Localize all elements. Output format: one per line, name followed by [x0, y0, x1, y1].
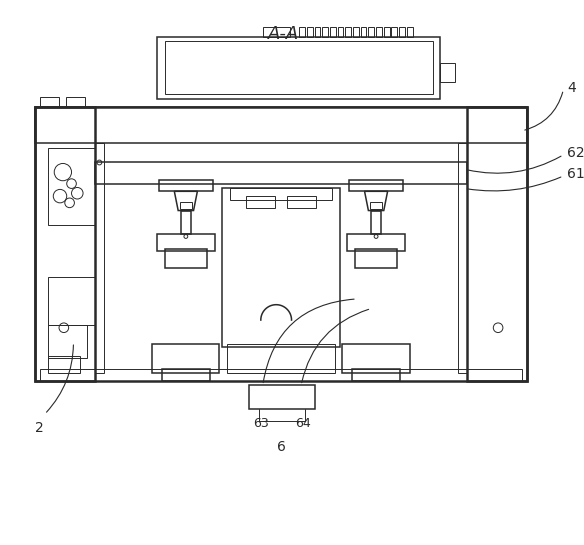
Bar: [40, 97, 59, 107]
Text: 6: 6: [277, 440, 286, 454]
Bar: [361, 27, 367, 37]
Bar: [384, 27, 390, 37]
Bar: [399, 27, 405, 37]
Bar: [48, 355, 80, 373]
Bar: [40, 369, 522, 380]
Bar: [391, 27, 397, 37]
Bar: [338, 27, 343, 37]
Bar: [157, 234, 215, 251]
Bar: [165, 41, 433, 94]
Bar: [352, 369, 400, 380]
Bar: [165, 249, 207, 268]
Bar: [376, 27, 382, 37]
Bar: [407, 27, 412, 37]
Bar: [159, 180, 213, 191]
Bar: [349, 180, 403, 191]
Bar: [353, 27, 359, 37]
Text: A-A: A-A: [268, 25, 300, 43]
Text: 64: 64: [295, 417, 311, 429]
Bar: [162, 369, 210, 380]
Bar: [230, 189, 332, 200]
Bar: [263, 27, 290, 37]
Text: 4: 4: [567, 81, 576, 94]
Bar: [157, 37, 440, 99]
Bar: [458, 143, 467, 373]
Bar: [371, 210, 381, 234]
Bar: [181, 210, 190, 234]
Bar: [48, 277, 95, 325]
Text: 61: 61: [567, 167, 584, 181]
Text: 63: 63: [253, 417, 269, 429]
Bar: [287, 196, 315, 208]
Polygon shape: [364, 191, 388, 210]
Bar: [95, 162, 467, 184]
Bar: [299, 27, 305, 37]
Bar: [152, 344, 220, 373]
Bar: [35, 107, 527, 143]
Bar: [307, 27, 312, 37]
Bar: [342, 344, 410, 373]
Bar: [95, 143, 104, 373]
Text: 2: 2: [36, 421, 44, 435]
Bar: [35, 107, 95, 380]
Bar: [330, 27, 336, 37]
Polygon shape: [175, 191, 197, 210]
Bar: [223, 189, 339, 347]
Bar: [440, 63, 455, 82]
Bar: [66, 97, 85, 107]
Bar: [48, 325, 87, 359]
Bar: [322, 27, 328, 37]
Bar: [355, 249, 397, 268]
Bar: [180, 202, 192, 209]
Bar: [370, 202, 382, 209]
Bar: [347, 234, 405, 251]
Bar: [369, 27, 374, 37]
Bar: [249, 385, 315, 409]
Bar: [48, 148, 95, 225]
Bar: [227, 344, 335, 373]
Bar: [467, 107, 527, 380]
Bar: [246, 196, 275, 208]
Bar: [345, 27, 351, 37]
Text: 62: 62: [567, 146, 584, 160]
Bar: [35, 107, 527, 380]
Bar: [315, 27, 321, 37]
